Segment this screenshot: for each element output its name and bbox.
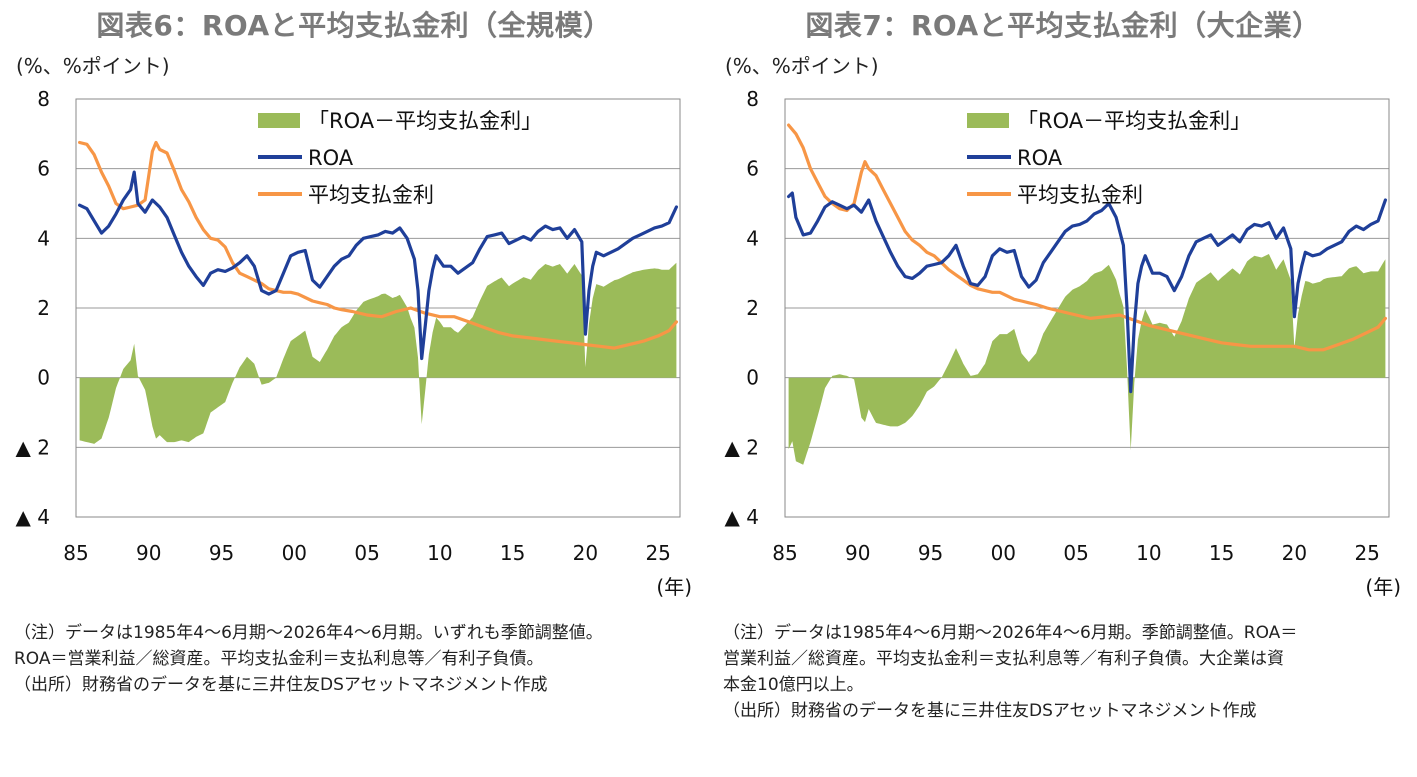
y-tick-label: 6	[37, 157, 50, 181]
y-tick-label: ▲ 2	[16, 435, 50, 459]
x-tick-label: 90	[136, 541, 161, 565]
y-tick-label: 2	[37, 296, 50, 320]
x-unit-label: (年)	[656, 575, 692, 599]
x-tick-label: 15	[1209, 541, 1234, 565]
chart-title: 図表6：ROAと平均支払金利（全規模）	[96, 9, 612, 42]
y-tick-label: 8	[746, 87, 759, 111]
legend-label: ROA	[308, 146, 354, 170]
legend-label: 平均支払金利	[1017, 183, 1143, 207]
x-tick-label: 25	[645, 541, 670, 565]
source-line: （出所）財務省のデータを基に三井住友DSアセットマネジメント作成	[14, 675, 548, 695]
series-line-roa	[786, 191, 1388, 394]
series-area-roa-minus-rate	[788, 254, 1386, 465]
plot-frame	[75, 98, 681, 518]
note-line: ROA＝営業利益／総資産。平均支払金利＝支払利息等／有利子負債。	[14, 649, 544, 669]
legend-label: ROA	[1017, 146, 1063, 170]
note-line: （注）データは1985年4～6月期～2026年4～6月期。いずれも季節調整値。	[14, 623, 603, 643]
legend-swatch-area	[258, 113, 300, 128]
series-line-roa	[77, 170, 679, 361]
x-tick-label: 00	[991, 541, 1016, 565]
x-tick-label: 85	[772, 541, 797, 565]
x-tick-label: 10	[427, 541, 452, 565]
series-line-avg-rate	[786, 123, 1388, 352]
source-line: （出所）財務省のデータを基に三井住友DSアセットマネジメント作成	[723, 701, 1257, 721]
y-tick-label: 2	[746, 296, 759, 320]
x-tick-label: 20	[1282, 541, 1307, 565]
x-unit-label: (年)	[1365, 575, 1401, 599]
x-tick-label: 20	[573, 541, 598, 565]
y-tick-label: ▲ 4	[16, 505, 50, 529]
unit-label: (%、%ポイント)	[725, 54, 879, 78]
y-tick-label: ▲ 4	[725, 505, 759, 529]
legend-label: 平均支払金利	[308, 183, 434, 207]
x-tick-label: 05	[1063, 541, 1088, 565]
x-tick-label: 95	[209, 541, 234, 565]
y-tick-label: 4	[746, 226, 759, 250]
y-tick-label: 8	[37, 87, 50, 111]
legend-label: 「ROA－平均支払金利」	[308, 109, 542, 133]
series-area-roa-minus-rate	[79, 262, 677, 444]
y-tick-label: 4	[37, 226, 50, 250]
y-tick-label: 0	[37, 366, 50, 390]
x-tick-label: 25	[1354, 541, 1379, 565]
note-line: 本金10億円以上。	[723, 675, 864, 695]
chart-title: 図表7：ROAと平均支払金利（大企業）	[805, 9, 1321, 42]
unit-label: (%、%ポイント)	[16, 54, 170, 78]
note-line: 営業利益／総資産。平均支払金利＝支払利息等／有利子負債。大企業は資	[723, 649, 1284, 669]
chart-panel-large-companies: 図表7：ROAと平均支払金利（大企業） (%、%ポイント) 8 6 4 2 0 ▲ 2 ▲ …	[709, 0, 1417, 777]
y-tick-label: ▲ 2	[725, 435, 759, 459]
x-tick-label: 10	[1136, 541, 1161, 565]
x-tick-label: 85	[63, 541, 88, 565]
x-tick-label: 95	[918, 541, 943, 565]
y-tick-label: 6	[746, 157, 759, 181]
legend-swatch-area	[967, 113, 1009, 128]
series-line-avg-rate	[77, 140, 679, 350]
chart-panel-all-sizes: 図表6：ROAと平均支払金利（全規模） (%、%ポイント) 8 6 4 2 0 ▲ 2 ▲ …	[0, 0, 708, 777]
notes: （注）データは1985年4～6月期～2026年4～6月期。いずれも季節調整値。 …	[14, 620, 603, 698]
x-tick-label: 15	[500, 541, 525, 565]
legend-label: 「ROA－平均支払金利」	[1017, 109, 1251, 133]
plot-frame	[784, 98, 1390, 518]
x-tick-label: 05	[354, 541, 379, 565]
notes: （注）データは1985年4～6月期～2026年4～6月期。季節調整値。ROA＝ …	[723, 620, 1297, 724]
note-line: （注）データは1985年4～6月期～2026年4～6月期。季節調整値。ROA＝	[723, 623, 1298, 643]
y-tick-label: 0	[746, 366, 759, 390]
x-tick-label: 90	[845, 541, 870, 565]
x-tick-label: 00	[282, 541, 307, 565]
